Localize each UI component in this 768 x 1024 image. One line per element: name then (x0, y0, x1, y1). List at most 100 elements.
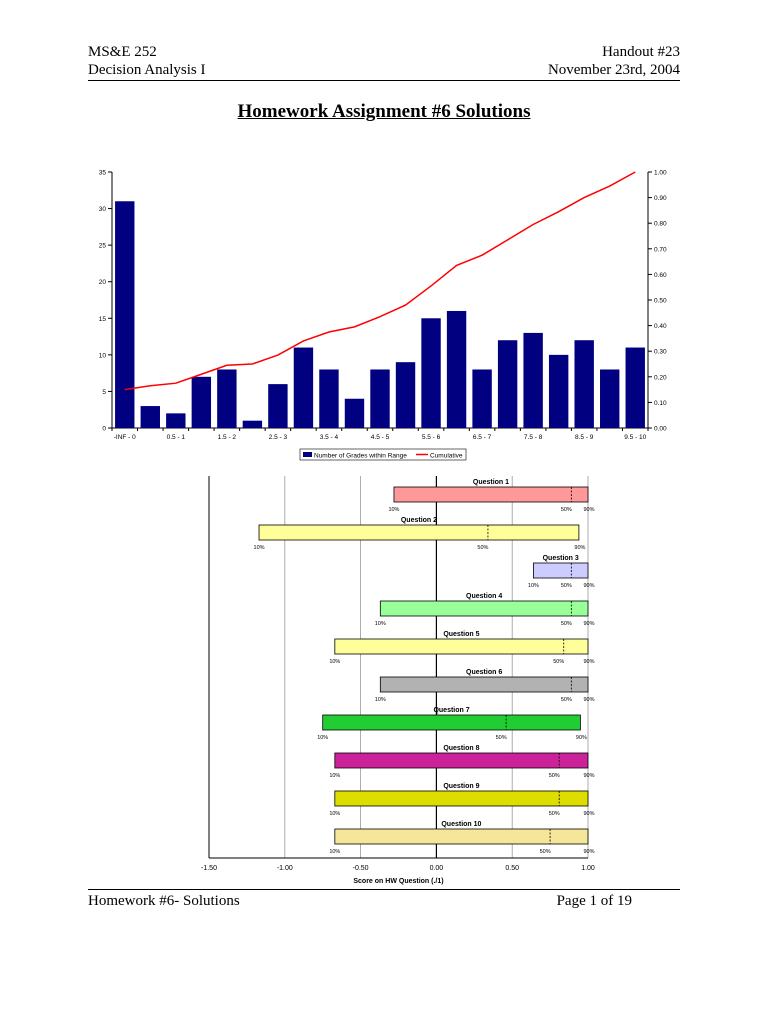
x-tick-label: 8.5 - 9 (575, 434, 594, 441)
p10-label: 10% (317, 735, 328, 741)
question-label: Question 6 (466, 669, 502, 676)
histogram-bar (166, 413, 186, 428)
y-tick-label: 35 (99, 170, 107, 177)
histogram-bar (370, 369, 390, 428)
p50-label: 50% (561, 697, 572, 703)
page-title: Homework Assignment #6 Solutions (0, 101, 768, 123)
page-title-text: Homework Assignment #6 Solutions (237, 101, 531, 122)
x-tick-label: 0.50 (505, 865, 519, 872)
histogram-bar (600, 369, 620, 428)
p90-label: 90% (583, 507, 594, 513)
legend-box (299, 448, 467, 461)
question-range-bar (258, 524, 580, 541)
y2-tick-label: 0.30 (654, 349, 667, 356)
footer-title: Homework #6- Solutions (88, 893, 240, 909)
question-range-bar (334, 752, 589, 769)
course-number: MS&E 252 (88, 44, 157, 60)
question-range-bar (379, 600, 589, 617)
p90-label: 90% (583, 621, 594, 627)
p50-label: 50% (477, 545, 488, 551)
question-label: Question 10 (441, 821, 481, 828)
cumulative-line (124, 171, 636, 391)
y2-tick-label: 0.60 (654, 272, 667, 279)
footer-rule (88, 889, 680, 890)
y-tick-label: 5 (102, 389, 106, 396)
x-tick-label: -0.50 (353, 865, 369, 872)
y2-tick-label: 0.90 (654, 195, 667, 202)
y2-tick-label: 0.50 (654, 298, 667, 305)
x-tick-label: 2.5 - 3 (269, 434, 288, 441)
x-tick-label: 0.5 - 1 (167, 434, 186, 441)
histogram-bar (446, 310, 467, 428)
histogram-bar (625, 347, 645, 428)
p10-label: 10% (329, 773, 340, 779)
p90-label: 90% (583, 659, 594, 665)
p90-label: 90% (583, 811, 594, 817)
handout-date: November 23rd, 2004 (547, 62, 680, 78)
p10-label: 10% (375, 621, 386, 627)
y2-tick-label: 0.40 (654, 323, 667, 330)
p90-label: 90% (574, 545, 585, 551)
p50-label: 50% (561, 583, 572, 589)
p50-label: 50% (553, 659, 564, 665)
y2-tick-label: 1.00 (654, 170, 667, 177)
histogram-bar (421, 318, 441, 428)
y-tick-label: 15 (99, 316, 107, 323)
x-axis-label: Score on HW Question (./1) (353, 878, 443, 885)
question-range-chart: -1.50 -1.00 -0.50 0.00 0.50 1.00 Score on HW Q… (201, 476, 595, 885)
histogram-bar (217, 369, 237, 428)
histogram-bar (268, 384, 288, 428)
x-tick-label: 0.00 (430, 865, 444, 872)
question-range-bar (334, 790, 589, 807)
p50-label: 50% (496, 735, 507, 741)
question-label: Question 4 (466, 593, 502, 600)
legend-line-label: Cumulative (430, 453, 463, 460)
question-range-bar (334, 828, 589, 845)
y2-tick-label: 0.80 (654, 221, 667, 228)
p10-label: 10% (388, 507, 399, 513)
question-label: Question 8 (443, 745, 479, 752)
y2-tick-label: 0.00 (654, 426, 667, 433)
y2-tick-label: 0.20 (654, 374, 667, 381)
p90-label: 90% (583, 583, 594, 589)
histogram-bar (191, 376, 212, 428)
histogram-bar (497, 340, 518, 428)
p10-label: 10% (528, 583, 539, 589)
histogram-bar (574, 340, 594, 428)
histogram-bar (115, 201, 135, 428)
page-number: Page 1 of 19 (556, 893, 632, 909)
p10-label: 10% (329, 811, 340, 817)
question-range-bar (379, 676, 589, 693)
question-label: Question 2 (401, 517, 437, 524)
p10-label: 10% (329, 849, 340, 855)
histogram-bar (548, 354, 569, 428)
y2-tick-label: 0.70 (654, 246, 667, 253)
handout-number: Handout #23 (602, 44, 680, 60)
p90-label: 90% (576, 735, 587, 741)
p90-label: 90% (583, 697, 594, 703)
histogram-bar (472, 369, 492, 428)
x-tick-label: 7.5 - 8 (524, 434, 543, 441)
p10-label: 10% (329, 659, 340, 665)
question-label: Question 7 (433, 707, 469, 714)
x-tick-label: -1.50 (201, 865, 217, 872)
x-tick-label: 5.5 - 6 (422, 434, 441, 441)
y-tick-label: 25 (99, 243, 107, 250)
legend-bar-label: Number of Grades within Range (314, 453, 407, 460)
histogram-bar (523, 332, 543, 428)
histogram-bar (242, 420, 263, 428)
question-label: Question 3 (543, 555, 579, 562)
question-label: Question 5 (443, 631, 479, 638)
x-tick-label: 6.5 - 7 (473, 434, 492, 441)
p50-label: 50% (549, 811, 560, 817)
question-label: Question 9 (443, 783, 479, 790)
y-tick-label: 10 (99, 352, 107, 359)
x-tick-label: -INF - 0 (114, 434, 136, 441)
course-name: Decision Analysis I (88, 62, 206, 78)
x-tick-label: 4.5 - 5 (371, 434, 390, 441)
p50-label: 50% (549, 773, 560, 779)
p10-label: 10% (254, 545, 265, 551)
x-tick-label: -1.00 (277, 865, 293, 872)
histogram-bar (293, 347, 314, 428)
x-tick-label: 1.00 (581, 865, 595, 872)
